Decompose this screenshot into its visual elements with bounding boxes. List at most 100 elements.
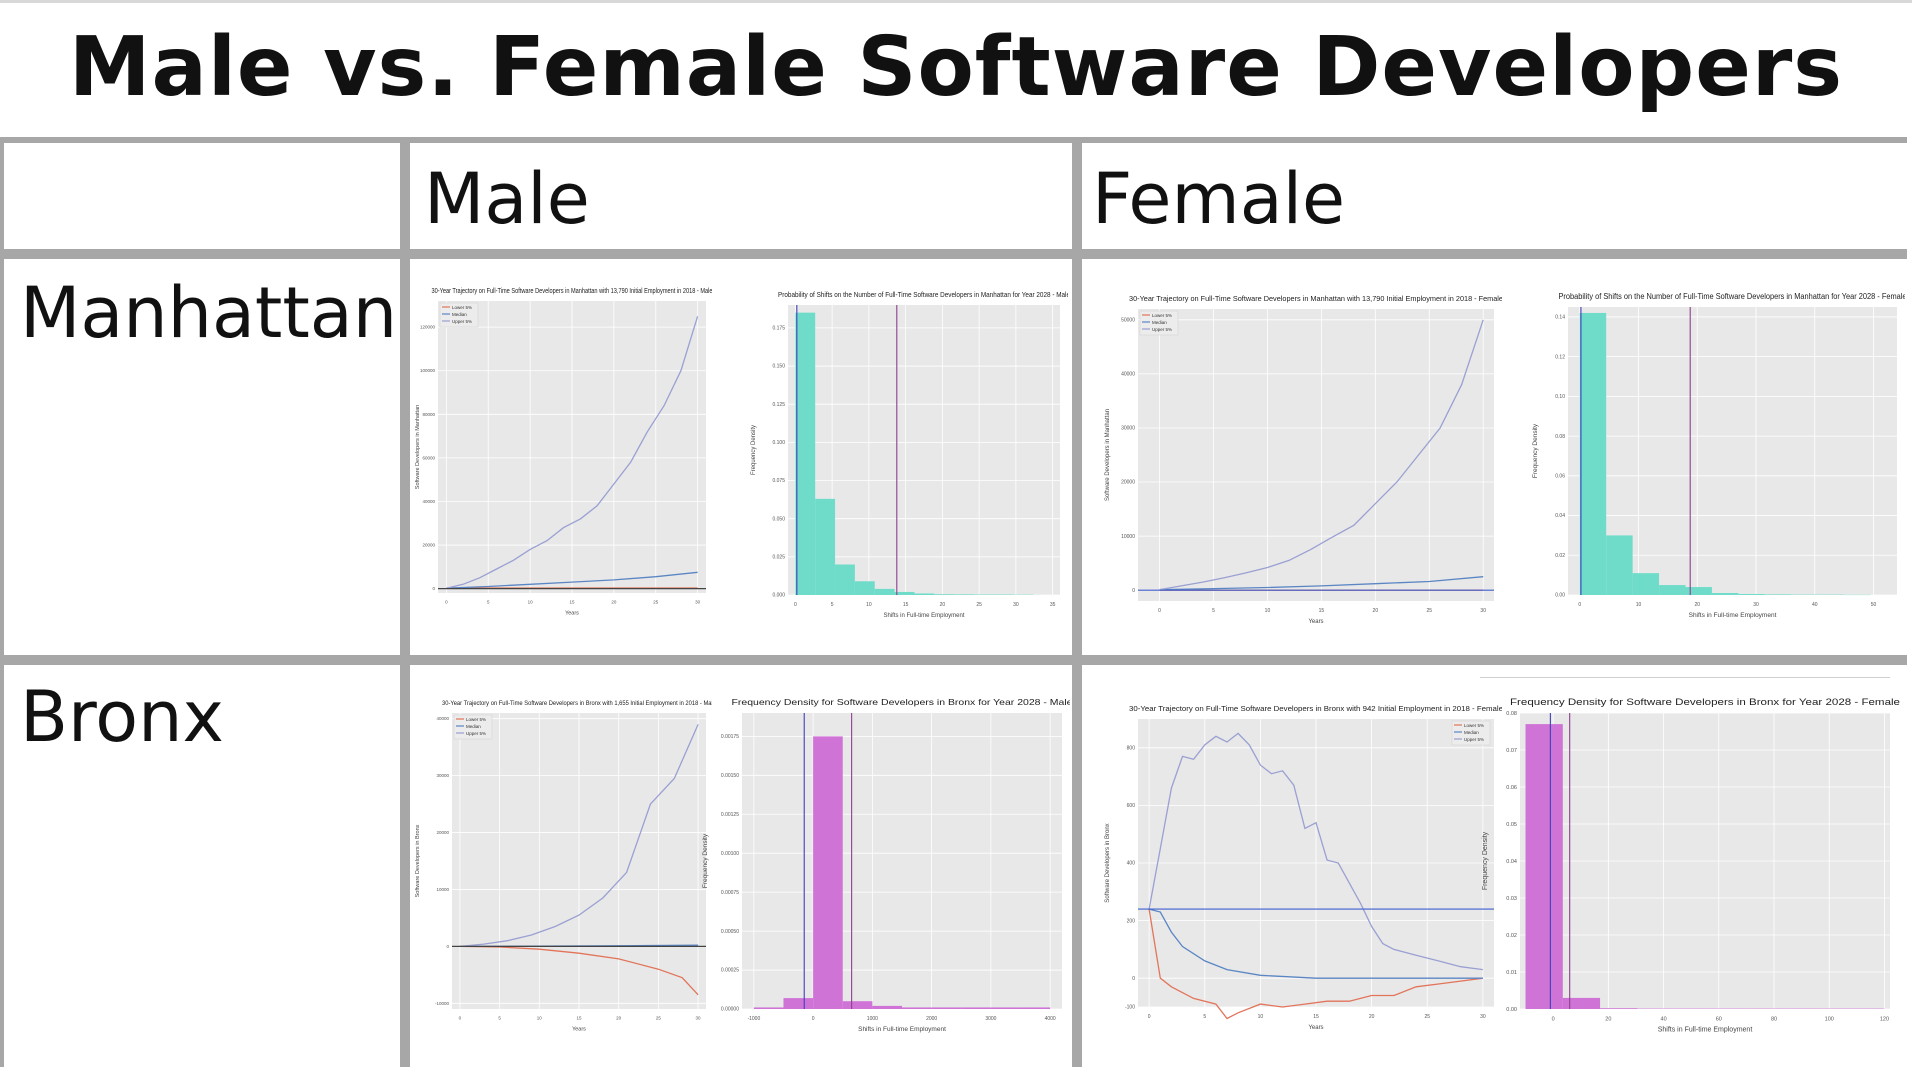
y-tick-label: 40000: [1121, 372, 1135, 378]
x-tick-label: 10: [1258, 1014, 1264, 1020]
y-tick-label: 200: [1127, 918, 1136, 924]
chart-manhattan-female-histogram: Probability of Shifts on the Number of F…: [1532, 292, 1906, 619]
x-tick-label: 60: [1716, 1017, 1722, 1023]
cell-manhattan-male: 30-Year Trajectory on Full-Time Software…: [410, 259, 1072, 655]
histogram-bar: [842, 1001, 873, 1009]
series-line-upper: [459, 724, 699, 948]
y-tick-label: -100: [1125, 1005, 1135, 1011]
histogram-bar: [874, 588, 895, 595]
y-tick-label: 400: [1127, 861, 1136, 867]
histogram-bar: [914, 593, 935, 595]
histogram-bar: [1738, 594, 1765, 595]
legend-label: Median: [466, 724, 481, 729]
y-tick-label: 120000: [420, 325, 436, 330]
chart-bronx-male-histogram: Frequency Density for Software Developer…: [702, 697, 1071, 1033]
y-tick-label: 0.00075: [721, 890, 739, 896]
x-tick-label: 20: [1605, 1017, 1611, 1023]
y-tick-label: 0.00125: [721, 812, 739, 818]
chart-title: 30-Year Trajectory on Full-Time Software…: [1129, 294, 1502, 303]
comparison-table: Male Female Manhattan 30-Year Trajectory…: [0, 137, 1907, 1067]
histogram-bar: [1659, 585, 1686, 595]
histogram-bar: [1562, 997, 1601, 1009]
plot-area: [742, 713, 1062, 1009]
y-tick-label: 0.00: [1555, 593, 1565, 599]
y-axis-label: Frequency Density: [751, 425, 757, 475]
y-tick-label: 30000: [1121, 426, 1135, 432]
x-tick-label: 5: [498, 1016, 501, 1021]
x-tick-label: 0: [1578, 602, 1581, 608]
y-tick-label: 0.00175: [721, 734, 739, 740]
x-tick-label: 4000: [1045, 1016, 1056, 1022]
y-tick-label: 0.00: [1506, 1007, 1517, 1013]
x-tick-label: 20: [1373, 608, 1379, 614]
top-divider: [0, 0, 1912, 3]
series-line-lower: [1148, 908, 1483, 1020]
histogram-bar: [854, 581, 875, 595]
histogram-bar: [753, 1007, 784, 1009]
legend-label: Lower 5%: [452, 305, 472, 310]
y-tick-label: 0.00050: [721, 929, 739, 935]
x-tick-label: 20: [1694, 602, 1700, 608]
plot-area: [1138, 309, 1494, 601]
legend-label: Upper 5%: [1152, 327, 1172, 332]
legend-label: Lower 5%: [1152, 313, 1172, 318]
x-tick-label: 10: [537, 1016, 543, 1021]
x-tick-label: 0: [794, 602, 797, 608]
y-tick-label: 0.02: [1555, 553, 1565, 559]
y-tick-label: 0.05: [1506, 822, 1517, 828]
legend-label: Median: [452, 312, 467, 317]
histogram-bar: [990, 1007, 1021, 1009]
x-axis-label: Shifts in Full-time Employment: [1689, 612, 1777, 619]
y-tick-label: 0.14: [1555, 315, 1565, 321]
y-tick-label: 0: [446, 944, 449, 949]
histogram-bar: [783, 998, 814, 1009]
x-tick-label: 40: [1812, 602, 1818, 608]
x-tick-label: 5: [1212, 608, 1215, 614]
y-tick-label: 20000: [1121, 480, 1135, 486]
col-header-female: Female: [1082, 143, 1907, 249]
y-axis-label: Frequency Density: [702, 833, 709, 888]
y-tick-label: 0.050: [772, 516, 785, 522]
y-tick-label: 0.08: [1506, 711, 1517, 717]
x-tick-label: 10: [1636, 602, 1642, 608]
x-tick-label: 15: [569, 600, 575, 605]
x-tick-label: 30: [695, 600, 701, 605]
x-tick-label: 3000: [985, 1016, 996, 1022]
y-tick-label: 0.150: [772, 364, 785, 370]
y-tick-label: -10000: [435, 1001, 450, 1006]
y-axis-label: Software Developers in Bronx: [415, 824, 421, 897]
y-tick-label: 30000: [436, 773, 449, 778]
legend-label: Upper 5%: [1464, 737, 1484, 742]
chart-title: Frequency Density for Software Developer…: [732, 697, 1071, 707]
y-tick-label: 0.025: [772, 555, 785, 561]
x-tick-label: 20: [1369, 1014, 1375, 1020]
histogram-bar: [795, 312, 816, 595]
x-tick-label: 30: [1480, 1014, 1486, 1020]
x-tick-label: 120: [1880, 1017, 1889, 1023]
row-header-label: Bronx: [20, 676, 224, 758]
histogram-bar: [931, 1007, 962, 1009]
page-title: Male vs. Female Software Developers: [68, 20, 1844, 115]
col-header-label: Female: [1092, 158, 1346, 240]
chart-title: Probability of Shifts on the Number of F…: [1559, 292, 1906, 301]
histogram-bar: [815, 498, 836, 595]
series-line-median: [1148, 908, 1483, 979]
series-line-lower: [459, 945, 699, 996]
y-tick-label: 0.06: [1555, 473, 1565, 479]
x-tick-label: 20: [611, 600, 617, 605]
series-line-upper: [1148, 732, 1483, 971]
x-tick-label: 25: [1424, 1014, 1430, 1020]
x-tick-label: 10: [1265, 608, 1271, 614]
x-axis-label: Years: [565, 611, 579, 617]
y-tick-label: 0.12: [1555, 354, 1565, 360]
chart-manhattan-male-trajectory: 30-Year Trajectory on Full-Time Software…: [415, 288, 712, 617]
histogram-bar: [1711, 593, 1739, 595]
x-tick-label: 100: [1825, 1017, 1834, 1023]
legend-label: Upper 5%: [466, 731, 486, 736]
x-tick-label: 10: [866, 602, 872, 608]
y-tick-label: 60000: [422, 455, 435, 460]
x-tick-label: 30: [1480, 608, 1486, 614]
chart-bronx-female-histogram: Frequency Density for Software Developer…: [1482, 697, 1900, 1034]
cell-manhattan-female: 30-Year Trajectory on Full-Time Software…: [1082, 259, 1907, 655]
y-axis-label: Software Developers in Manhattan: [415, 405, 421, 489]
